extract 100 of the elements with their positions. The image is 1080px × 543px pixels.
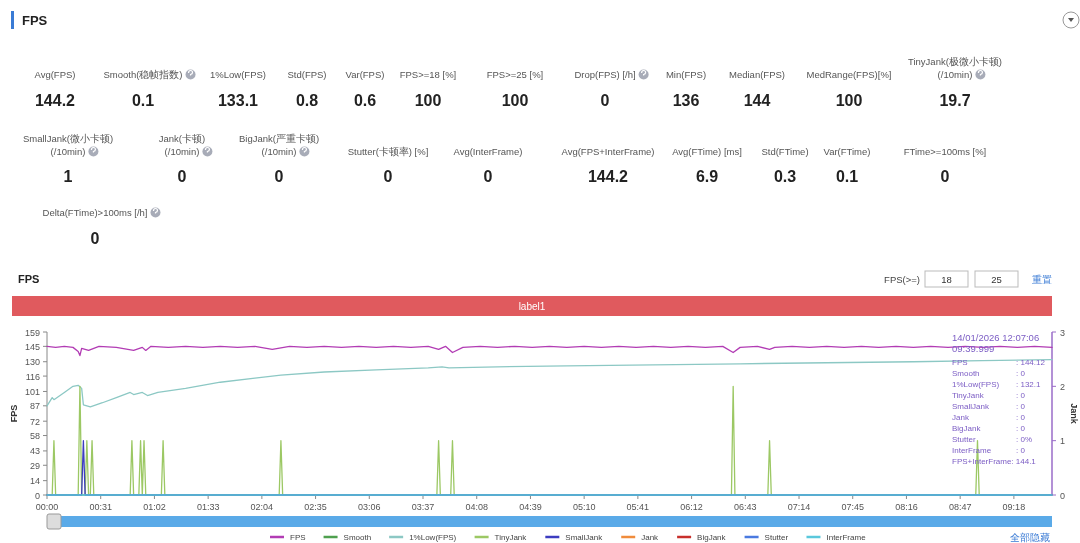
text: FPS>=25 [%] [486, 69, 544, 80]
x-tick-label: 01:02 [143, 502, 166, 512]
text: 136 [672, 92, 700, 109]
legend-label: FPS [290, 533, 306, 542]
text: 0 [383, 168, 393, 185]
legend-label: SmallJank [565, 533, 604, 542]
y-tick-label: 87 [29, 401, 40, 412]
text: 0.1 [835, 168, 859, 185]
x-tick-label: 06:43 [734, 502, 757, 512]
x-tick-label: 07:14 [787, 502, 811, 512]
text: 18 [941, 274, 952, 285]
text: 6.9 [695, 168, 719, 185]
text: 0 [940, 168, 950, 185]
x-tick-label: 00:00 [35, 502, 59, 512]
legend-label: BigJank [697, 533, 727, 542]
text: Avg(InterFrame) [453, 146, 523, 157]
text: 19.7 [939, 92, 971, 109]
x-tick-label: 05:10 [572, 502, 596, 512]
text: Avg(FTime) [ms] [672, 146, 742, 157]
text: TinyJank : 0 [952, 391, 1025, 400]
annotation: 14/01/2026 12:07:06 [952, 332, 1040, 343]
text: 0.3 [773, 168, 797, 185]
chart-title: FPS [18, 273, 40, 285]
text: 0.6 [353, 92, 377, 109]
text: 144 [743, 92, 771, 109]
text: Smooth(稳帧指数) [103, 69, 183, 80]
text: FPS(>=) [884, 274, 920, 285]
y-tick-label: 159 [24, 327, 40, 338]
text: BigJank(严重卡顿) (/10min) [238, 133, 320, 157]
text: 100 [414, 92, 442, 109]
text: TinyJank(极微小卡顿) (/10min) [908, 56, 1002, 80]
text: Min(FPS) [665, 69, 707, 80]
text: 重置 [1032, 274, 1052, 285]
y-tick-label: 0 [34, 490, 40, 501]
text: 全部隐藏 [1010, 532, 1050, 543]
text: 100 [501, 92, 529, 109]
text: BigJank : 0 [952, 424, 1025, 433]
text: label1 [518, 301, 546, 312]
text: FPS : 144.12 [952, 358, 1045, 367]
y-tick-label: 58 [29, 431, 40, 442]
legend-label: 1%Low(FPS) [409, 533, 457, 542]
y2-tick-label: 1 [1060, 436, 1066, 447]
text: Stutter : 0% [952, 435, 1033, 444]
text: 0 [600, 92, 610, 109]
text: 0.8 [295, 92, 319, 109]
text: FPS [22, 13, 48, 28]
text: Smooth : 0 [952, 369, 1025, 378]
text: SmallJank(微小卡顿) (/10min) [22, 133, 114, 157]
text: SmallJank : 0 [952, 402, 1025, 411]
text: Jank : 0 [952, 413, 1025, 422]
y-tick-label: 29 [29, 460, 40, 471]
text: Std(FPS) [287, 69, 327, 80]
y-tick-label: 14 [29, 476, 40, 487]
text: Jank(卡顿) (/10min) [158, 133, 206, 157]
y-tick-label: 101 [24, 386, 40, 397]
x-tick-label: 08:16 [895, 502, 918, 512]
text: 144.2 [587, 168, 629, 185]
text: 0 [274, 168, 284, 185]
text: 1 [63, 168, 73, 185]
text: 133.1 [217, 92, 259, 109]
x-tick-label: 01:33 [196, 502, 220, 512]
text: FTime>=100ms [%] [903, 146, 987, 157]
x-tick-label: 05:41 [626, 502, 650, 512]
text: 0.1 [131, 92, 155, 109]
legend-label: Smooth [343, 533, 372, 542]
text: 0 [177, 168, 187, 185]
legend-label: Stutter [764, 533, 789, 542]
y2-axis-title: Jank [1069, 403, 1079, 425]
text: 1%Low(FPS) : 132.1 [952, 380, 1041, 389]
y2-tick-label: 0 [1060, 490, 1066, 501]
y-tick-label: 116 [25, 371, 40, 382]
text: 25 [991, 274, 1002, 285]
x-tick-label: 09:18 [1002, 502, 1026, 512]
y-tick-label: 43 [29, 446, 40, 457]
y2-tick-label: 2 [1060, 381, 1066, 392]
text: FPS>=18 [%] [399, 69, 457, 80]
text: MedRange(FPS)[%] [806, 69, 892, 80]
y-tick-label: 130 [24, 357, 40, 368]
x-tick-label: 00:31 [89, 502, 112, 512]
text: Avg(FPS+InterFrame) [561, 146, 655, 157]
legend-label: InterFrame [826, 533, 867, 542]
text: Avg(FPS) [34, 69, 76, 80]
text: Delta(FTime)>100ms [/h] [42, 207, 148, 218]
text: Var(FPS) [345, 69, 385, 80]
y-tick-label: 145 [24, 341, 40, 352]
text: Std(FTime) [761, 146, 809, 157]
text: 144.2 [34, 92, 76, 109]
x-tick-label: 03:06 [358, 502, 381, 512]
y2-tick-label: 3 [1060, 327, 1066, 338]
x-tick-label: 03:37 [411, 502, 435, 512]
text: 1%Low(FPS) [210, 69, 266, 80]
x-tick-label: 07:45 [841, 502, 864, 512]
y-tick-label: 72 [29, 416, 40, 427]
text: Var(FTime) [823, 146, 871, 157]
y-axis-title: FPS [9, 404, 19, 423]
x-tick-label: 08:47 [948, 502, 972, 512]
legend-label: Jank [641, 533, 660, 542]
text: 0 [90, 230, 100, 247]
x-tick-label: 02:35 [304, 502, 327, 512]
text: Median(FPS) [729, 69, 785, 80]
